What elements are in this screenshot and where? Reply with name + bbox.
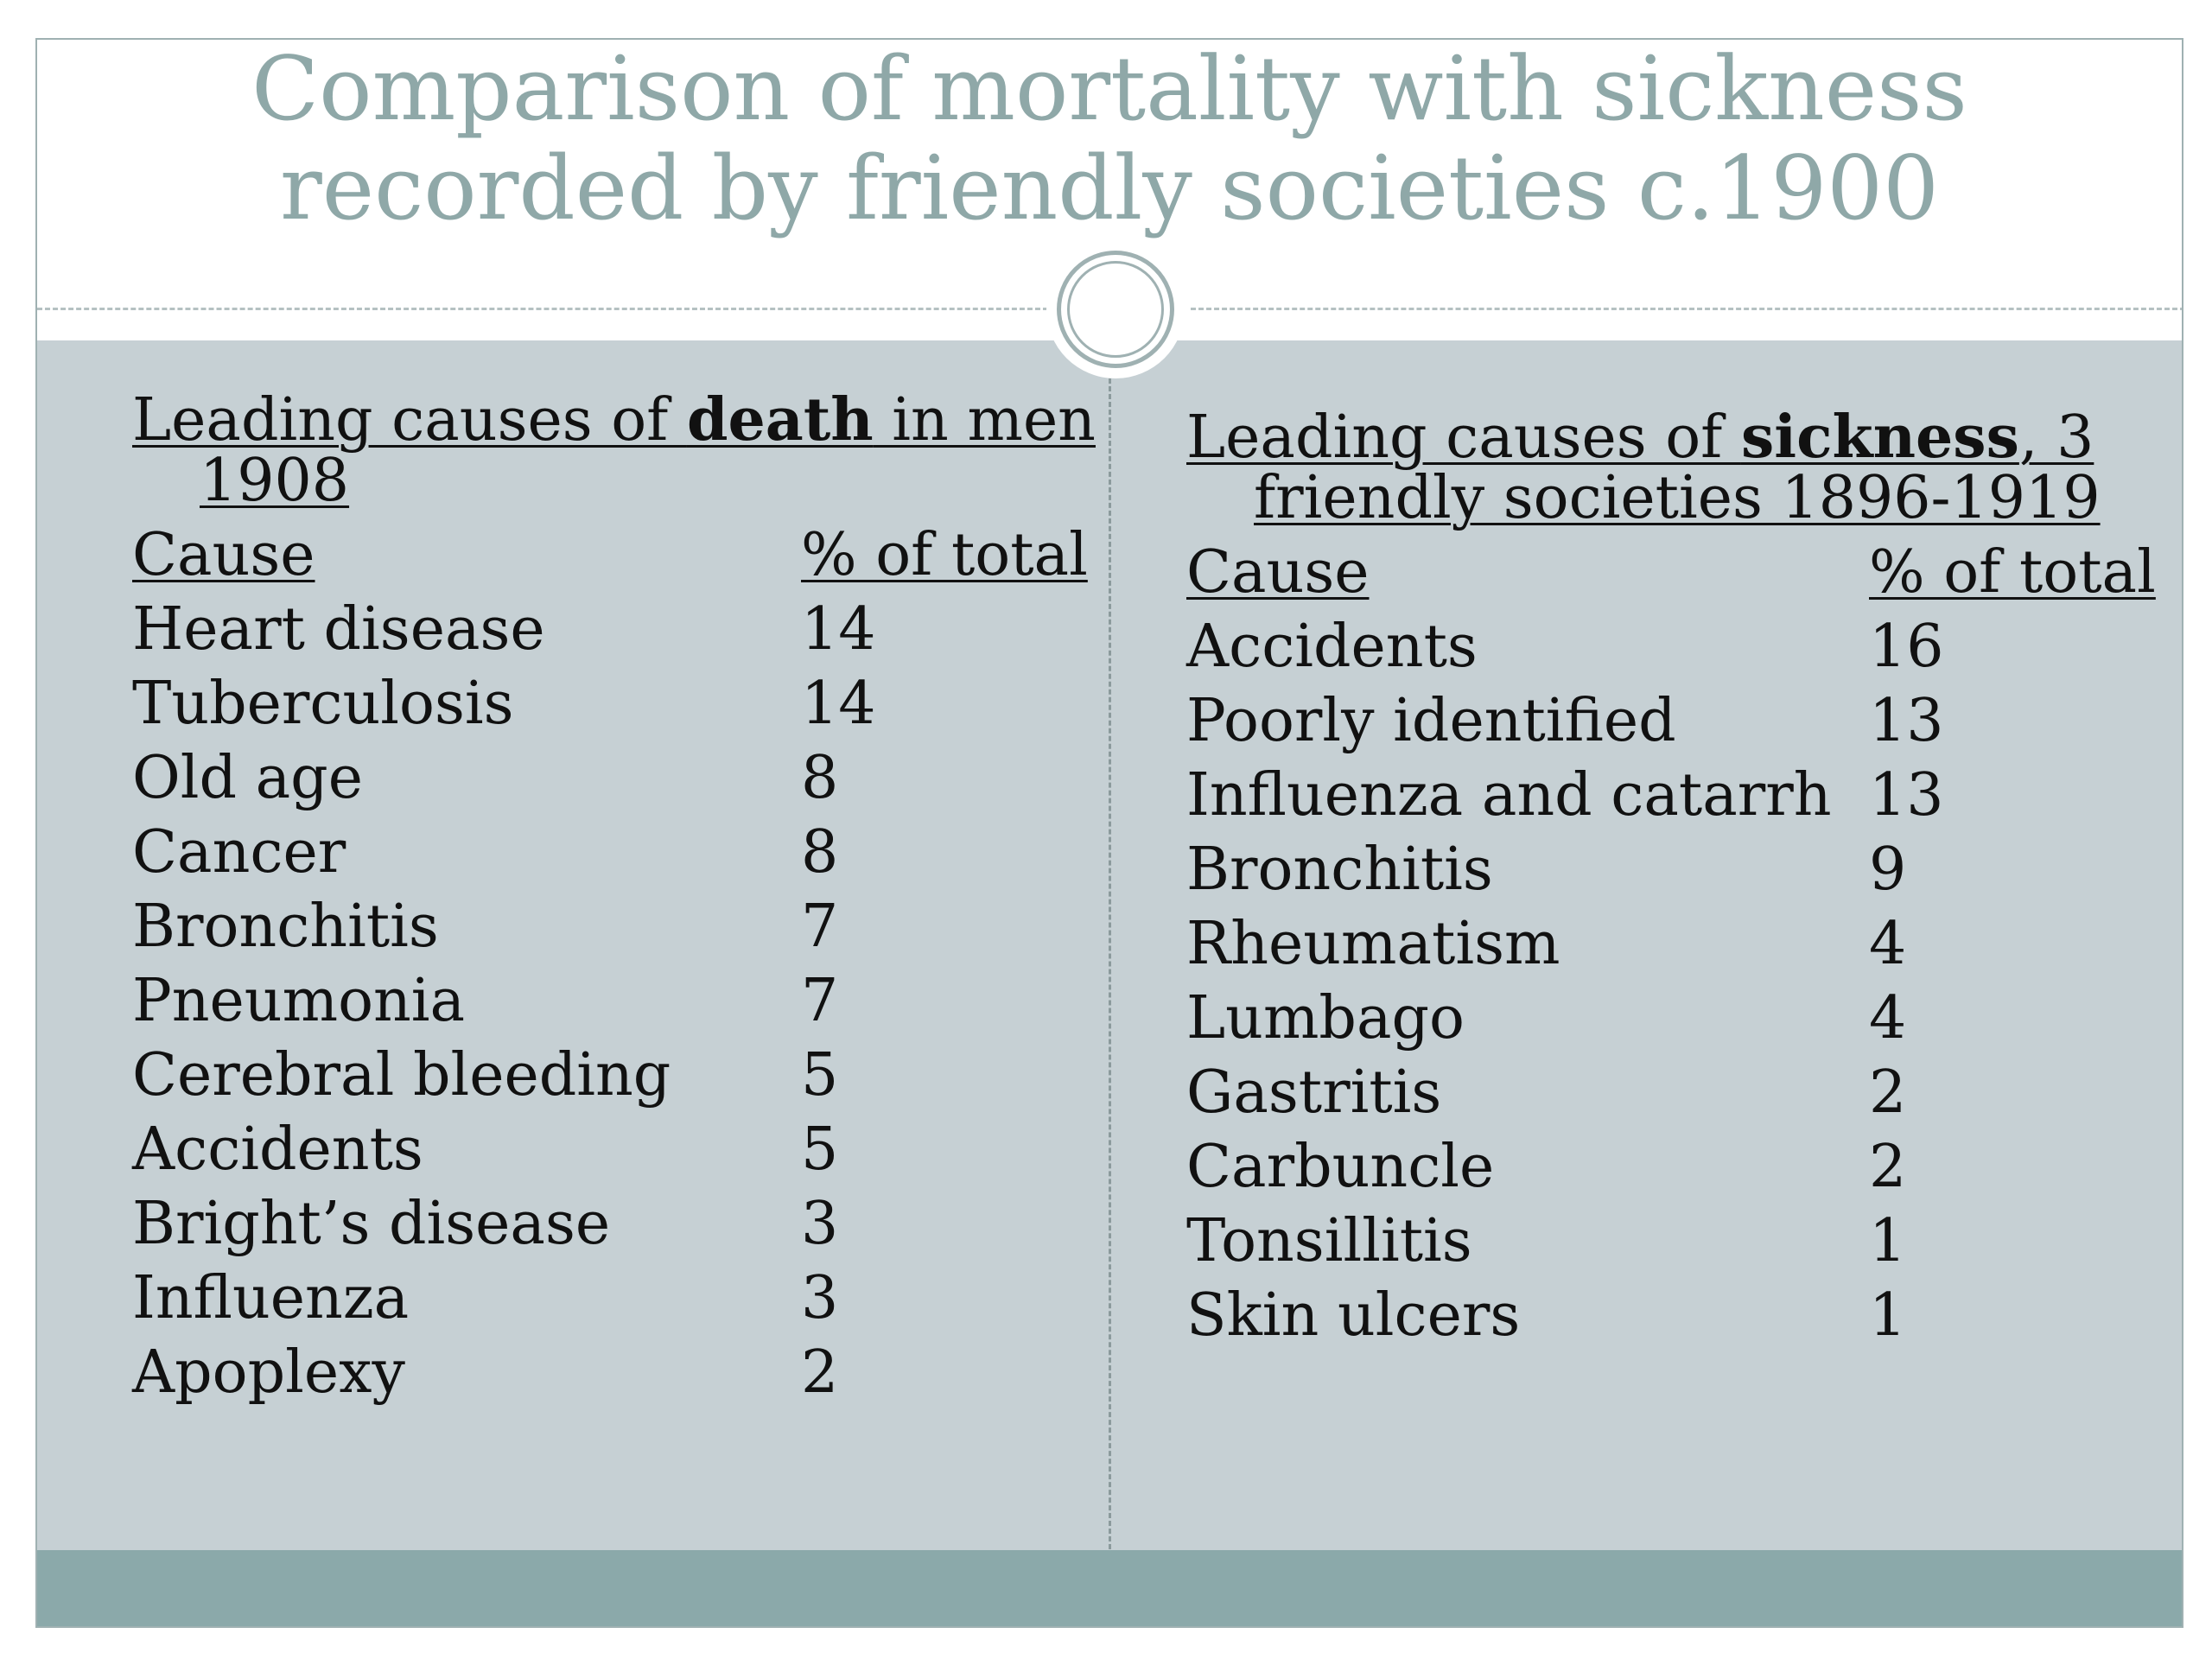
death-pct-cell: 3 bbox=[801, 1190, 839, 1258]
column-divider bbox=[1109, 378, 1111, 1588]
death-cause-cell: Bright’s disease bbox=[132, 1190, 611, 1258]
death-pct-cell: 7 bbox=[801, 893, 839, 961]
sickness-table-body: Accidents 16 Poorly identified 13 Influenza … bbox=[1186, 610, 2154, 1353]
death-pct-cell: 8 bbox=[801, 818, 839, 887]
sickness-cause-cell: Poorly identified bbox=[1186, 687, 1676, 755]
sickness-cause-cell: Skin ulcers bbox=[1186, 1281, 1521, 1350]
sickness-causes-column: Leading causes of sickness, 3 friendly s… bbox=[1186, 407, 2156, 1353]
death-cause-cell: Cerebral bleeding bbox=[132, 1041, 671, 1109]
slide: Comparison of mortality with sickness re… bbox=[35, 38, 2183, 1628]
title-divider-left bbox=[37, 308, 1048, 310]
death-table-row: Influenza 3 bbox=[132, 1262, 1100, 1336]
sickness-pct-cell: 4 bbox=[1869, 984, 1907, 1052]
sickness-table-row: Skin ulcers 1 bbox=[1186, 1279, 2154, 1353]
sickness-pct-cell: 9 bbox=[1869, 836, 1907, 904]
sickness-table-row: Gastritis 2 bbox=[1186, 1056, 2154, 1130]
death-table-body: Heart disease 14 Tuberculosis 14 Old age 8 Can… bbox=[132, 593, 1100, 1410]
title-divider-right bbox=[1191, 308, 2182, 310]
death-cause-cell: Bronchitis bbox=[132, 893, 439, 961]
death-cause-cell: Heart disease bbox=[132, 595, 545, 664]
death-causes-column: Leading causes of death in men 1908 Caus… bbox=[132, 390, 1100, 1410]
death-cause-cell: Tuberculosis bbox=[132, 670, 514, 738]
sickness-cause-cell: Bronchitis bbox=[1186, 836, 1493, 904]
sickness-pct-cell: 13 bbox=[1869, 761, 1944, 830]
sickness-heading-bold: sickness bbox=[1740, 403, 2019, 472]
sickness-table-row: Accidents 16 bbox=[1186, 610, 2154, 684]
ring-ornament-inner bbox=[1067, 261, 1164, 358]
sickness-cause-cell: Carbuncle bbox=[1186, 1133, 1495, 1201]
sickness-table-row: Carbuncle 2 bbox=[1186, 1130, 2154, 1205]
sickness-pct-cell: 1 bbox=[1869, 1207, 1907, 1275]
sickness-col-cause-header: Cause bbox=[1186, 538, 1370, 607]
sickness-table-row: Tonsillitis 1 bbox=[1186, 1205, 2154, 1279]
death-table-heading: Leading causes of death in men 1908 bbox=[132, 390, 1100, 512]
death-cause-cell: Influenza bbox=[132, 1264, 410, 1332]
sickness-pct-cell: 13 bbox=[1869, 687, 1944, 755]
death-pct-cell: 5 bbox=[801, 1116, 839, 1184]
sickness-heading-pre: Leading causes of bbox=[1186, 404, 1741, 472]
death-table-row: Bronchitis 7 bbox=[132, 890, 1100, 964]
death-table-row: Cerebral bleeding 5 bbox=[132, 1039, 1100, 1113]
death-col-pct-header: % of total bbox=[801, 521, 1088, 589]
sickness-pct-cell: 16 bbox=[1869, 613, 1944, 681]
death-heading-pre: Leading causes of bbox=[132, 386, 687, 454]
sickness-heading-post: , 3 friendly societies 1896-1919 bbox=[1254, 404, 2101, 532]
death-table-row: Apoplexy 2 bbox=[132, 1336, 1100, 1410]
sickness-pct-cell: 1 bbox=[1869, 1281, 1907, 1350]
death-heading-post: in men 1908 bbox=[200, 386, 1096, 515]
death-table-row: Heart disease 14 bbox=[132, 593, 1100, 667]
sickness-table-header-row: Cause % of total bbox=[1186, 536, 2156, 610]
death-table-row: Cancer 8 bbox=[132, 816, 1100, 890]
death-pct-cell: 5 bbox=[801, 1041, 839, 1109]
sickness-col-pct-header: % of total bbox=[1869, 538, 2156, 607]
sickness-pct-cell: 2 bbox=[1869, 1058, 1907, 1127]
sickness-pct-cell: 4 bbox=[1869, 910, 1907, 978]
death-pct-cell: 14 bbox=[801, 595, 876, 664]
sickness-cause-cell: Accidents bbox=[1186, 613, 1478, 681]
sickness-table-row: Poorly identified 13 bbox=[1186, 684, 2154, 759]
death-pct-cell: 7 bbox=[801, 967, 839, 1035]
slide-title: Comparison of mortality with sickness re… bbox=[251, 38, 1967, 240]
sickness-table-row: Rheumatism 4 bbox=[1186, 907, 2154, 982]
sickness-cause-cell: Influenza and catarrh bbox=[1186, 761, 1832, 830]
death-pct-cell: 14 bbox=[801, 670, 876, 738]
death-cause-cell: Apoplexy bbox=[132, 1338, 405, 1407]
sickness-cause-cell: Tonsillitis bbox=[1186, 1207, 1472, 1275]
death-table-row: Accidents 5 bbox=[132, 1113, 1100, 1187]
death-cause-cell: Accidents bbox=[132, 1116, 423, 1184]
death-table-row: Bright’s disease 3 bbox=[132, 1187, 1100, 1262]
death-table-row: Old age 8 bbox=[132, 741, 1100, 816]
sickness-cause-cell: Gastritis bbox=[1186, 1058, 1442, 1127]
death-cause-cell: Cancer bbox=[132, 818, 346, 887]
death-table-header-row: Cause % of total bbox=[132, 518, 1100, 593]
sickness-cause-cell: Rheumatism bbox=[1186, 910, 1560, 978]
death-cause-cell: Pneumonia bbox=[132, 967, 466, 1035]
death-cause-cell: Old age bbox=[132, 744, 363, 812]
death-pct-cell: 8 bbox=[801, 744, 839, 812]
death-table-row: Pneumonia 7 bbox=[132, 964, 1100, 1039]
footer-bar bbox=[37, 1550, 2182, 1626]
death-heading-bold: death bbox=[686, 385, 874, 454]
death-col-cause-header: Cause bbox=[132, 521, 315, 589]
sickness-pct-cell: 2 bbox=[1869, 1133, 1907, 1201]
sickness-table-heading: Leading causes of sickness, 3 friendly s… bbox=[1186, 407, 2154, 529]
death-table-row: Tuberculosis 14 bbox=[132, 667, 1100, 741]
sickness-table-row: Bronchitis 9 bbox=[1186, 833, 2154, 907]
sickness-table-row: Lumbago 4 bbox=[1186, 982, 2154, 1056]
death-pct-cell: 2 bbox=[801, 1338, 839, 1407]
sickness-table-row: Influenza and catarrh 13 bbox=[1186, 759, 2154, 833]
sickness-cause-cell: Lumbago bbox=[1186, 984, 1465, 1052]
death-pct-cell: 3 bbox=[801, 1264, 839, 1332]
